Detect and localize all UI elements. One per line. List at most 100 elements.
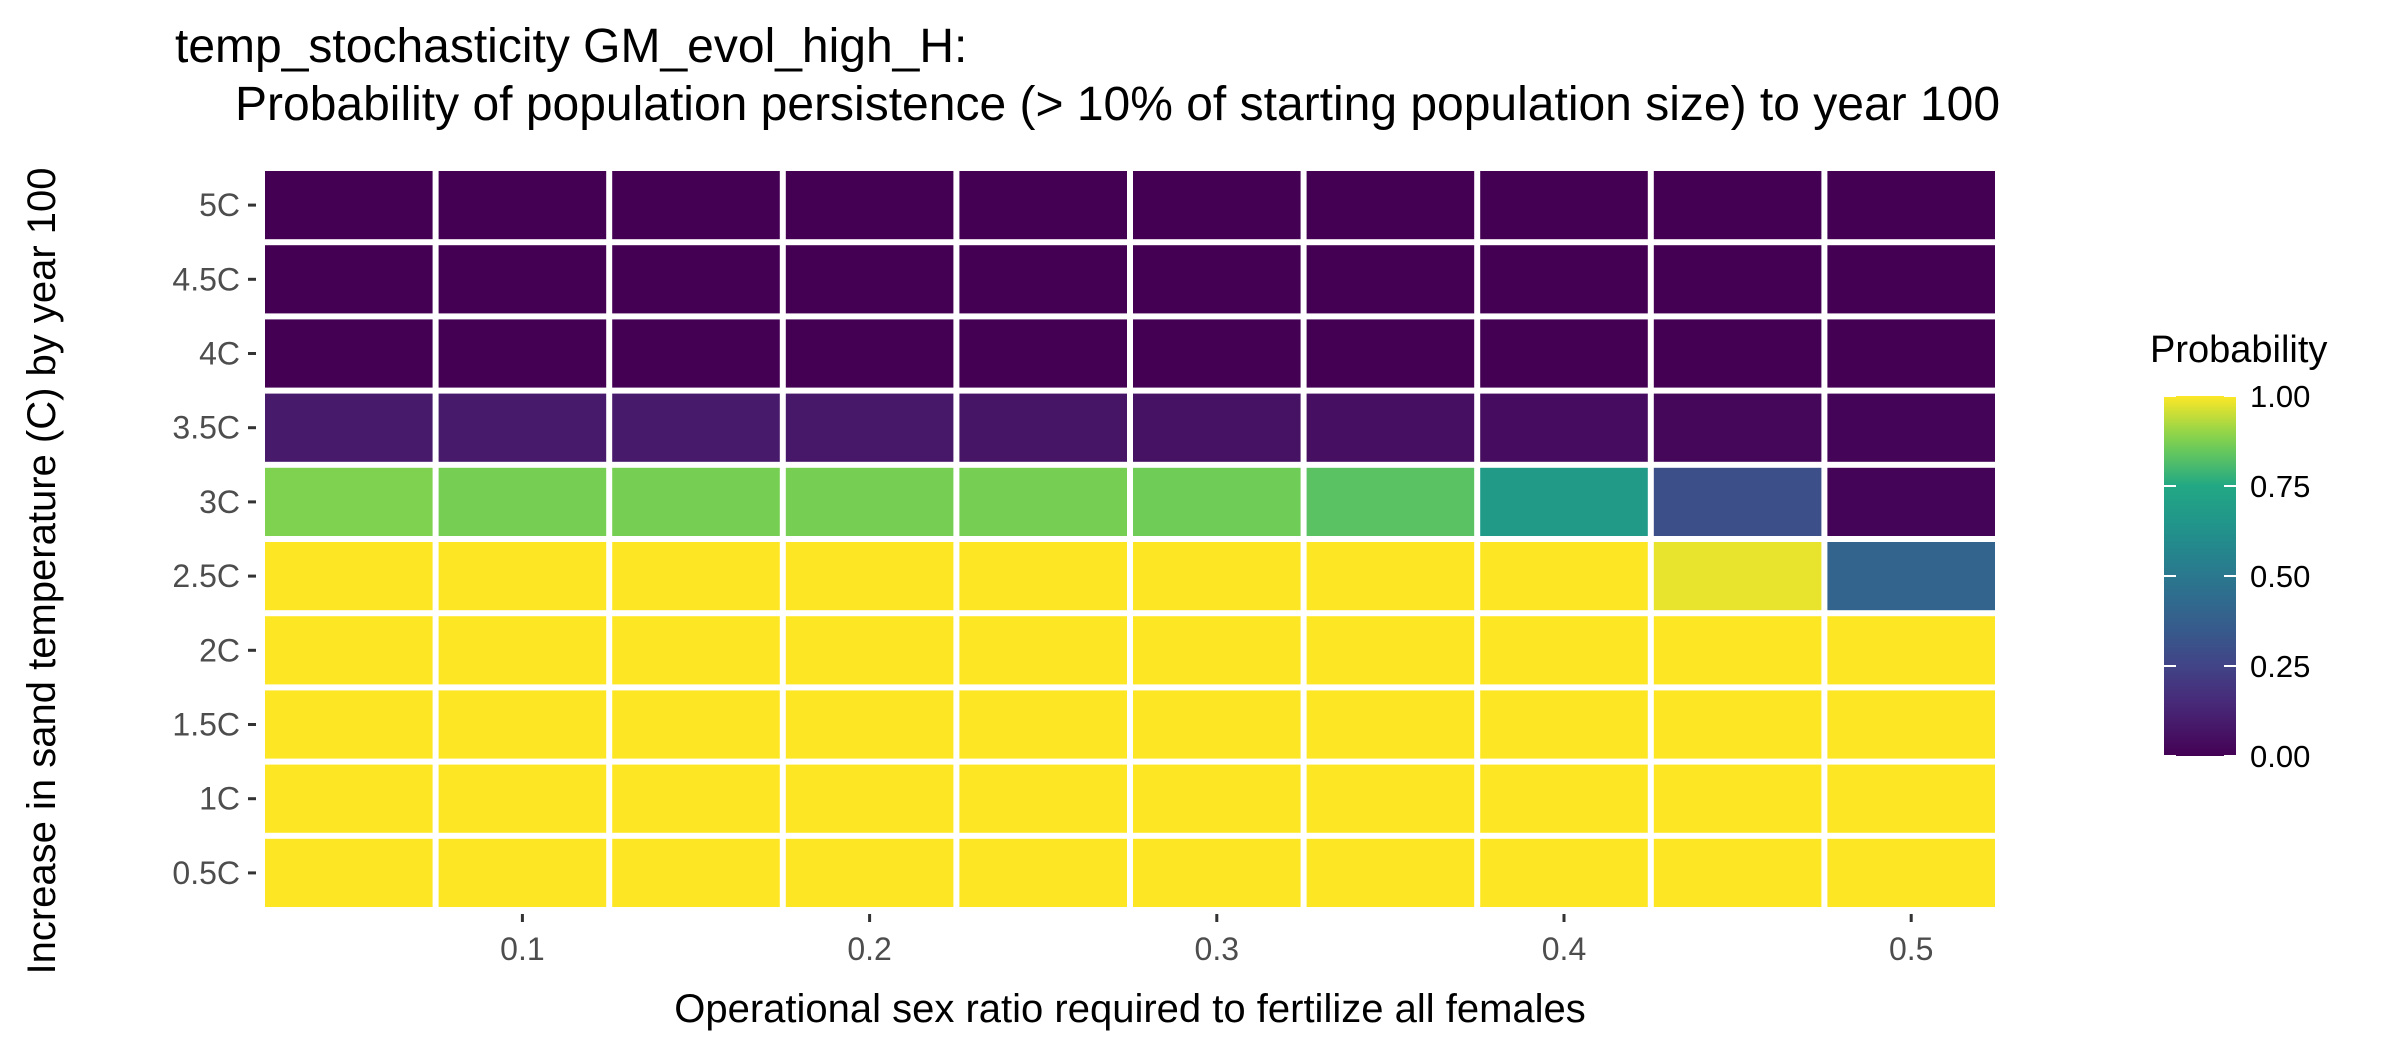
heatmap-cell — [1306, 542, 1475, 611]
heatmap-cell — [959, 467, 1127, 536]
heatmap-cell — [438, 764, 607, 833]
y-tick-label: 1.5C — [172, 707, 240, 743]
heatmap-cell — [959, 764, 1127, 833]
heatmap-cell — [1827, 764, 1995, 833]
heatmap-cell — [265, 171, 433, 240]
heatmap-cell — [265, 690, 433, 759]
heatmap-cell — [1653, 764, 1822, 833]
legend-tick-label: 0.50 — [2250, 559, 2310, 594]
heatmap-cell — [1306, 616, 1475, 685]
heatmap-cell — [1306, 764, 1475, 833]
heatmap-cell — [438, 467, 607, 536]
heatmap-cell — [438, 319, 607, 388]
heatmap-cell — [1480, 616, 1648, 685]
y-axis-title: Increase in sand temperature (C) by year… — [20, 167, 64, 974]
heatmap-cell — [785, 616, 954, 685]
heatmap-cell — [1653, 542, 1822, 611]
legend-title: Probability — [2150, 329, 2327, 371]
heatmap-cell — [1827, 393, 1995, 462]
heatmap-cell — [1306, 690, 1475, 759]
heatmap-cell — [1133, 319, 1301, 388]
y-tick-label: 4.5C — [172, 261, 240, 297]
heatmap-cell — [959, 319, 1127, 388]
heatmap-cell — [1306, 245, 1475, 314]
heatmap-cell — [612, 171, 780, 240]
heatmap-cell — [438, 616, 607, 685]
heatmap-cell — [1653, 393, 1822, 462]
heatmap-cell — [1480, 467, 1648, 536]
y-tick-label: 2C — [199, 632, 240, 668]
chart-title-line-2: Probability of population persistence (>… — [235, 78, 2000, 131]
heatmap-cell — [1480, 319, 1648, 388]
heatmap-cell — [785, 764, 954, 833]
heatmap-cell — [265, 393, 433, 462]
heatmap-cell — [1133, 245, 1301, 314]
heatmap-cell — [785, 319, 954, 388]
heatmap-cell — [1133, 467, 1301, 536]
heatmap-cell — [612, 319, 780, 388]
y-tick-label: 5C — [199, 187, 240, 223]
legend-tick-label: 0.00 — [2250, 739, 2310, 774]
heatmap-cell — [1306, 171, 1475, 240]
heatmap-cell — [1480, 838, 1648, 907]
y-tick-label: 3C — [199, 484, 240, 520]
chart-title-line-1: temp_stochasticity GM_evol_high_H: — [175, 20, 967, 73]
heatmap-cell — [1827, 542, 1995, 611]
heatmap-cell — [265, 542, 433, 611]
heatmap-cell — [959, 542, 1127, 611]
heatmap-cell — [959, 616, 1127, 685]
legend-tick-label: 1.00 — [2250, 379, 2310, 414]
heatmap-cell — [1827, 319, 1995, 388]
heatmap-cell — [1480, 393, 1648, 462]
heatmap-cell — [438, 245, 607, 314]
heatmap-cell — [1133, 764, 1301, 833]
heatmap-cell — [1653, 245, 1822, 314]
y-tick-label: 2.5C — [172, 558, 240, 594]
heatmap-cell — [265, 467, 433, 536]
heatmap-cell — [1480, 690, 1648, 759]
x-tick-label: 0.3 — [1195, 931, 1239, 967]
heatmap-cell — [612, 838, 780, 907]
legend-tick-label: 0.75 — [2250, 469, 2310, 504]
heatmap-cell — [612, 616, 780, 685]
heatmap-cell — [1827, 690, 1995, 759]
heatmap-cell — [785, 171, 954, 240]
heatmap-cell — [265, 616, 433, 685]
heatmap-cell — [1306, 838, 1475, 907]
x-tick-label: 0.4 — [1542, 931, 1586, 967]
heatmap-cell — [1480, 245, 1648, 314]
heatmap-cell — [1133, 616, 1301, 685]
heatmap-cell — [1306, 467, 1475, 536]
heatmap-cell — [612, 467, 780, 536]
heatmap-cell — [1306, 393, 1475, 462]
heatmap-cell — [1306, 319, 1475, 388]
heatmap-cell — [1827, 838, 1995, 907]
heatmap-cell — [438, 171, 607, 240]
heatmap-cell — [1653, 616, 1822, 685]
heatmap-cell — [438, 690, 607, 759]
legend: Probability 1.00 0.75 0.50 0.25 0.00 — [2150, 329, 2327, 774]
heatmap-cell — [1653, 467, 1822, 536]
heatmap-cell — [959, 393, 1127, 462]
heatmap-cell — [785, 245, 954, 314]
heatmap-cell — [1480, 542, 1648, 611]
heatmap-cell — [1133, 393, 1301, 462]
y-axis: 0.5C 1C 1.5C 2C 2.5C 3C 3.5C 4C 4.5C 5C — [172, 187, 256, 891]
heatmap-cell — [1133, 171, 1301, 240]
heatmap-cell — [959, 171, 1127, 240]
heatmap-cell — [265, 838, 433, 907]
legend-tick-label: 0.25 — [2250, 649, 2310, 684]
heatmap-cell — [785, 838, 954, 907]
heatmap-cell — [1827, 616, 1995, 685]
heatmap-cell — [785, 467, 954, 536]
y-tick-label: 4C — [199, 336, 240, 372]
heatmap-cell — [1653, 690, 1822, 759]
heatmap-cell — [438, 542, 607, 611]
heatmap-cell — [1133, 542, 1301, 611]
y-tick-label: 1C — [199, 781, 240, 817]
heatmap-cell — [265, 319, 433, 388]
heatmap-cell — [438, 393, 607, 462]
heatmap-cell — [1480, 764, 1648, 833]
heatmap-cell — [265, 764, 433, 833]
